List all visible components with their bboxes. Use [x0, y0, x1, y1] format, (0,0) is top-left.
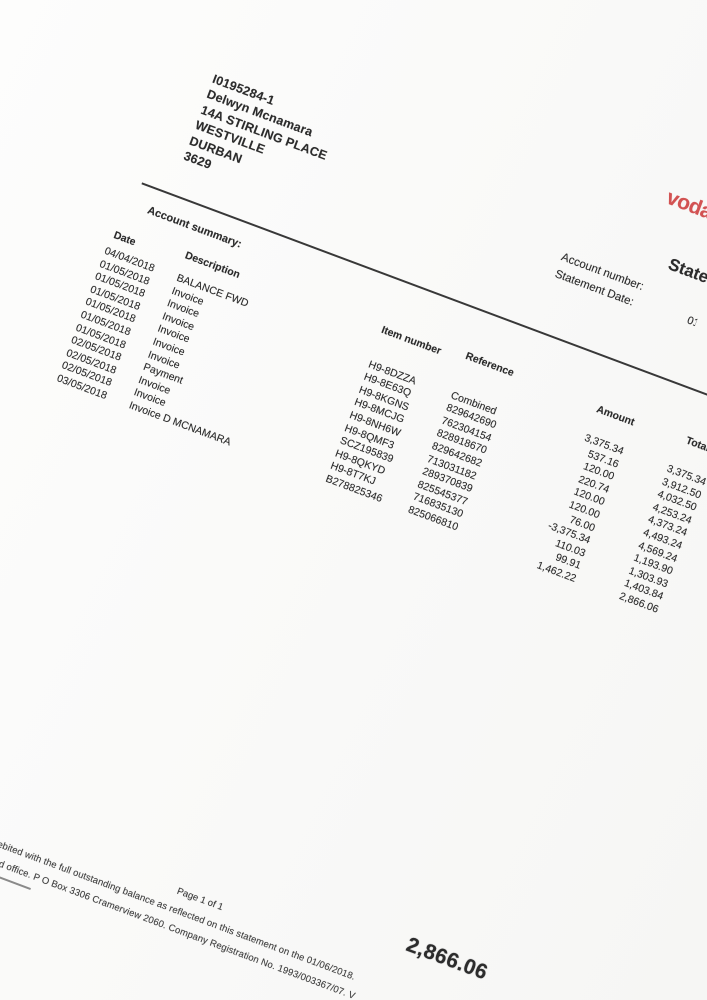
statement-title: Statement	[665, 254, 707, 302]
account-meta-labels: Account number: Statement Date:	[552, 249, 646, 312]
fine-print-line-2: red office. P O Box 3306 Cramerview 2060…	[0, 855, 357, 1000]
description-column: BALANCE FWD Invoice Invoice Invoice Invoice I…	[127, 272, 280, 450]
statement-date-value-clipped: 01/06/2018	[685, 314, 698, 328]
item-number-column: H9-8DZZA H9-8E63Q H9-8KGNS H9-8MCJG H9-8NH6W…	[323, 345, 431, 506]
paper-rotation-layer: I0195284-1 Delwyn Mcnamara 14A STIRLING …	[0, 71, 707, 1000]
recipient-address-block: I0195284-1 Delwyn Mcnamara 14A STIRLING …	[181, 71, 341, 210]
fine-print-line-1: debited with the full outstanding balanc…	[0, 837, 357, 983]
column-header-total: Total	[684, 434, 707, 455]
vodacom-logo: voda	[663, 185, 707, 224]
closing-balance-amount: 2,866.06	[403, 933, 491, 985]
column-header-date: Date	[111, 229, 138, 249]
column-header-reference: Reference	[463, 350, 516, 380]
account-summary-label: Account summary:	[145, 204, 244, 251]
